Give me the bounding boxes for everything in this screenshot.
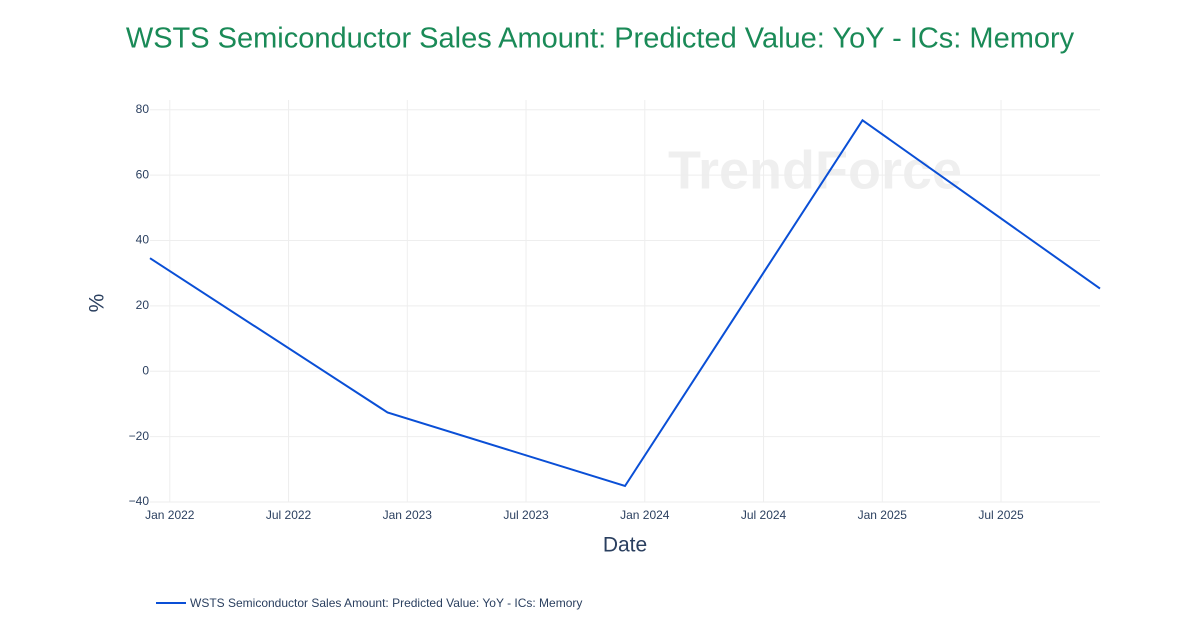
y-tick-label: −40 xyxy=(129,494,150,508)
x-tick-label: Jul 2023 xyxy=(503,508,549,522)
watermark: TrendForce xyxy=(668,140,962,200)
legend-label: WSTS Semiconductor Sales Amount: Predict… xyxy=(190,596,582,610)
chart-title: WSTS Semiconductor Sales Amount: Predict… xyxy=(126,23,1075,55)
data-line xyxy=(149,118,1101,488)
y-tick-label: 0 xyxy=(142,363,149,377)
y-tick-label: −20 xyxy=(129,429,150,443)
y-tick-label: 60 xyxy=(136,167,150,181)
y-tick-label: 80 xyxy=(136,102,150,116)
x-axis-title: Date xyxy=(603,534,647,557)
x-tick-label: Jul 2025 xyxy=(978,508,1024,522)
x-tick-label: Jul 2024 xyxy=(741,508,787,522)
x-tick-label: Jan 2023 xyxy=(383,508,433,522)
y-tick-label: 20 xyxy=(136,298,150,312)
y-axis-title: % xyxy=(86,294,109,313)
x-tick-label: Jan 2022 xyxy=(145,508,195,522)
y-tick-label: 40 xyxy=(136,233,150,247)
x-tick-label: Jan 2025 xyxy=(858,508,908,522)
x-tick-label: Jan 2024 xyxy=(620,508,670,522)
x-tick-label: Jul 2022 xyxy=(266,508,312,522)
